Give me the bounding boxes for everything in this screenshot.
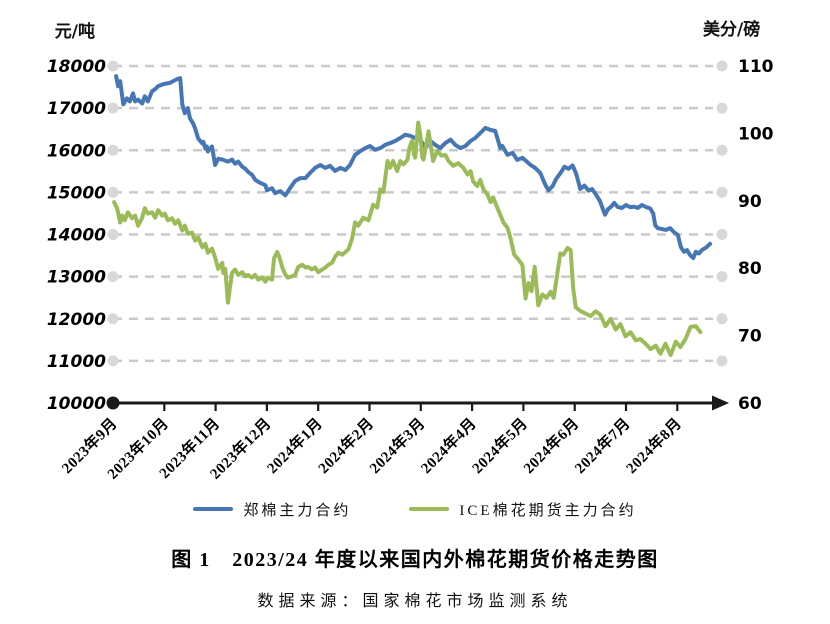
left-axis-tick-label: 11000 [47, 352, 106, 372]
gridline-left-dot [107, 355, 119, 367]
legend-label-ice: ICE棉花期货主力合约 [459, 502, 637, 519]
x-axis-arrowhead [712, 395, 729, 411]
gridline-left-dot [107, 229, 119, 240]
left-axis-tick-label: 10000 [47, 394, 106, 414]
gridline-left-dot [107, 271, 119, 283]
left-axis-tick-label: 14000 [47, 226, 106, 246]
x-axis-tick-label: 2024年8月 [622, 414, 685, 477]
right-axis-tick-label: 100 [738, 124, 774, 144]
gridline-left-dot [107, 186, 119, 198]
left-axis-tick-label: 17000 [47, 99, 106, 119]
price-chart: 10000 11000 12000 13000 14000 15000 16000 17000… [47, 19, 774, 483]
gridline-right-dot [716, 229, 728, 240]
gridline-right-dot [716, 271, 728, 283]
left-axis-tick-label: 13000 [47, 268, 106, 288]
right-axis-tick-label: 70 [738, 327, 762, 347]
figure-source: 数据来源：国家棉花市场监测系统 [257, 593, 573, 610]
left-axis-title: 元/吨 [55, 21, 95, 42]
legend-label-zheng: 郑棉主力合约 [243, 502, 352, 519]
gridline-right-dot [716, 313, 728, 325]
left-axis-tick-label: 12000 [47, 310, 106, 330]
left-axis-tick-label: 18000 [47, 57, 106, 77]
gridline-right-dot [716, 102, 728, 114]
gridline-left-dot [107, 60, 119, 72]
left-axis-tick-label: 15000 [47, 183, 106, 203]
right-axis-tick-label: 60 [738, 394, 762, 414]
figure-caption: 图 1 2023/24 年度以来国内外棉花期货价格走势图 [171, 549, 659, 571]
gridline-left-dot [107, 102, 119, 114]
series-line-ice [112, 120, 703, 358]
gridline-left-dot [107, 144, 119, 156]
left-axis-tick-label: 16000 [47, 141, 106, 161]
axis-origin-dot [106, 396, 120, 410]
legend-item-ice: ICE棉花期货主力合约 [409, 499, 636, 520]
gridline-right-dot [716, 144, 728, 156]
gridline-right-dot [716, 60, 728, 72]
zheng-line-swatch [193, 507, 234, 511]
gridline-right-dot [716, 355, 728, 367]
right-axis-title: 美分/磅 [703, 19, 760, 40]
gridline-right-dot [716, 186, 728, 198]
right-axis-tick-label: 80 [738, 259, 762, 279]
gridline-left-dot [107, 313, 119, 325]
series-line-zheng [114, 74, 713, 261]
legend-item-zheng: 郑棉主力合约 [193, 499, 351, 520]
right-axis-tick-label: 110 [738, 57, 774, 77]
ice-line-swatch [409, 507, 450, 511]
right-axis-tick-label: 90 [738, 192, 762, 212]
chart-legend: 郑棉主力合约 ICE棉花期货主力合约 [0, 499, 830, 519]
